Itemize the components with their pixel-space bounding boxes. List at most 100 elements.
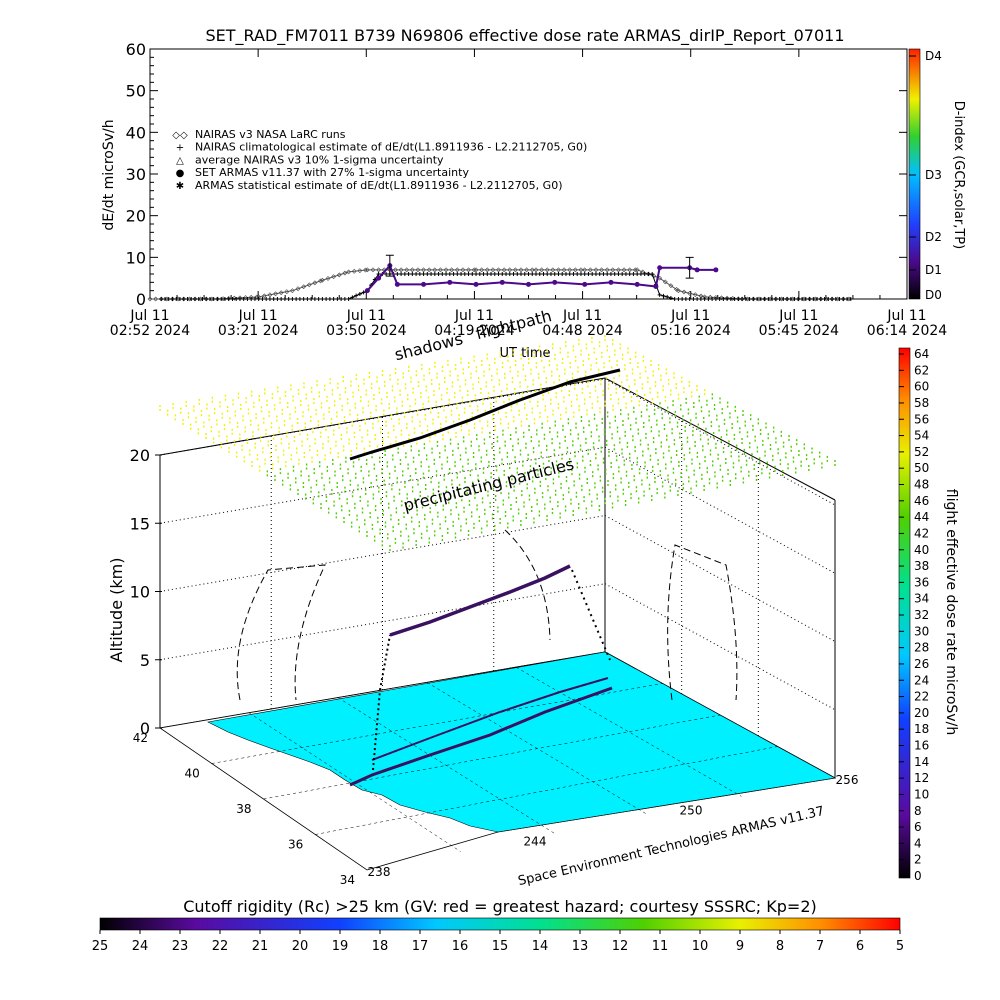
armas-stat-star	[440, 272, 445, 276]
armas-stat-star	[770, 297, 775, 301]
armas-stat-star	[593, 272, 598, 276]
armas-stat-star	[207, 297, 212, 301]
armas-stat-star	[578, 272, 583, 276]
armas-stat-star	[282, 297, 287, 301]
dose-tick-label: 42	[914, 526, 929, 540]
armas-stat-star	[297, 297, 302, 301]
y-tick-label: 0	[136, 290, 146, 309]
armas-stat-star	[354, 293, 359, 298]
armas-stat-star	[785, 297, 790, 301]
armas-stat-star	[312, 297, 317, 301]
altitude-tick-label: 10	[130, 583, 150, 602]
armas-stat-star	[249, 297, 254, 301]
rigidity-tick-label: 5	[896, 939, 904, 954]
nairas-diamond	[460, 267, 466, 273]
nairas-diamond	[231, 295, 237, 301]
legend-symbol: ✱	[176, 181, 184, 192]
armas-stat-star	[530, 272, 535, 276]
armas-stat-star	[267, 297, 272, 301]
x-tick-label-line2: 06:14 2024	[867, 323, 948, 339]
set-armas-point	[473, 281, 479, 287]
dose-tick-label: 34	[914, 592, 929, 606]
legend-label: ARMAS statistical estimate of dE/dt(L1.8…	[195, 179, 562, 192]
nairas-diamond	[572, 267, 578, 273]
precipitating-particles-label: precipitating particles	[402, 454, 576, 515]
nairas-diamond	[398, 267, 404, 273]
armas-stat-star	[811, 297, 816, 301]
armas-stat-star	[301, 297, 306, 301]
armas-stat-star	[226, 297, 231, 301]
armas-stat-star	[477, 272, 482, 276]
armas-stat-star	[447, 272, 452, 276]
nairas-diamond	[295, 286, 301, 292]
top-y-axis-label: dE/dt microSv/h	[101, 119, 117, 230]
nairas-diamond	[443, 267, 449, 273]
dose-tick-label: 18	[914, 722, 929, 736]
nairas-diamond	[147, 296, 153, 302]
dindex-tick-label: D4	[925, 49, 942, 63]
nairas-diamond	[473, 267, 479, 273]
nairas-diamond	[539, 267, 545, 273]
nairas-diamond	[496, 267, 501, 273]
nairas-diamond	[634, 267, 640, 273]
armas-stat-star	[601, 272, 606, 276]
armas-stat-star	[459, 272, 464, 276]
nairas-diamond	[578, 267, 584, 273]
top-y-ticks: 0 10 20 30 40 50 60	[126, 40, 907, 309]
ground-grid-line	[315, 746, 778, 835]
armas-stat-star	[466, 272, 471, 276]
armas-stat-star	[635, 272, 640, 276]
x-tick-label-line2: 05:45 2024	[759, 323, 840, 339]
armas-stat-star	[848, 297, 853, 301]
nairas-diamond	[421, 267, 426, 273]
nairas-diamond	[668, 283, 674, 289]
rigidity-tick-label: 21	[252, 939, 269, 954]
armas-stat-star	[552, 272, 557, 276]
x-tick-label-line1: Jul 11	[129, 308, 169, 324]
x-tick-label-line1: Jul 11	[238, 308, 278, 324]
y-tick-label: 60	[126, 40, 146, 59]
nairas-diamond	[278, 290, 284, 296]
armas-stat-star	[807, 297, 812, 301]
armas-stat-star	[245, 297, 250, 301]
armas-stat-star	[665, 294, 670, 299]
dindex-tick-label: D3	[925, 168, 942, 182]
armas-stat-star	[743, 297, 748, 301]
set-armas-point	[608, 279, 614, 285]
armas-stat-star	[758, 297, 763, 301]
longitude-ticks: 238 244 250 256	[368, 773, 859, 879]
x-tick-label-line2: 05:16 2024	[650, 323, 731, 339]
nairas-diamond	[779, 296, 784, 302]
longitude-tick-label: 250	[680, 804, 703, 818]
armas-stat-star	[470, 272, 475, 276]
nairas-diamond	[404, 267, 410, 273]
x-tick-label-line1: Jul 11	[778, 308, 818, 324]
armas-stat-star	[833, 297, 838, 301]
armas-stat-star	[571, 272, 576, 276]
dindex-ticks: D0 D1 D2 D3 D4	[909, 49, 942, 302]
nairas-diamond	[393, 267, 398, 273]
armas-stat-star	[751, 297, 756, 301]
nairas-diamond	[331, 274, 337, 280]
armas-stat-star	[252, 297, 257, 301]
rigidity-tick-label: 8	[776, 939, 784, 954]
armas-stat-star	[294, 297, 299, 301]
nairas-diamond	[662, 279, 668, 285]
nairas-diamond	[621, 267, 627, 273]
flight-track-ground	[349, 686, 613, 787]
armas-stat-star	[204, 297, 209, 301]
armas-stat-star	[395, 272, 400, 276]
set-armas-point	[552, 279, 558, 285]
dose-tick-label: 54	[914, 429, 929, 443]
armas-stat-star	[646, 272, 651, 276]
armas-stat-star	[376, 272, 381, 276]
armas-stat-star	[234, 297, 239, 301]
armas-stat-star	[533, 272, 538, 276]
rigidity-tick-label: 12	[612, 939, 629, 954]
armas-stat-star	[837, 297, 842, 301]
dindex-label: D-index (GCR,solar,TP)	[951, 101, 966, 249]
rigidity-tick-label: 11	[652, 939, 669, 954]
armas-stat-star	[830, 297, 835, 301]
altitude-tick-label: 5	[140, 651, 150, 670]
